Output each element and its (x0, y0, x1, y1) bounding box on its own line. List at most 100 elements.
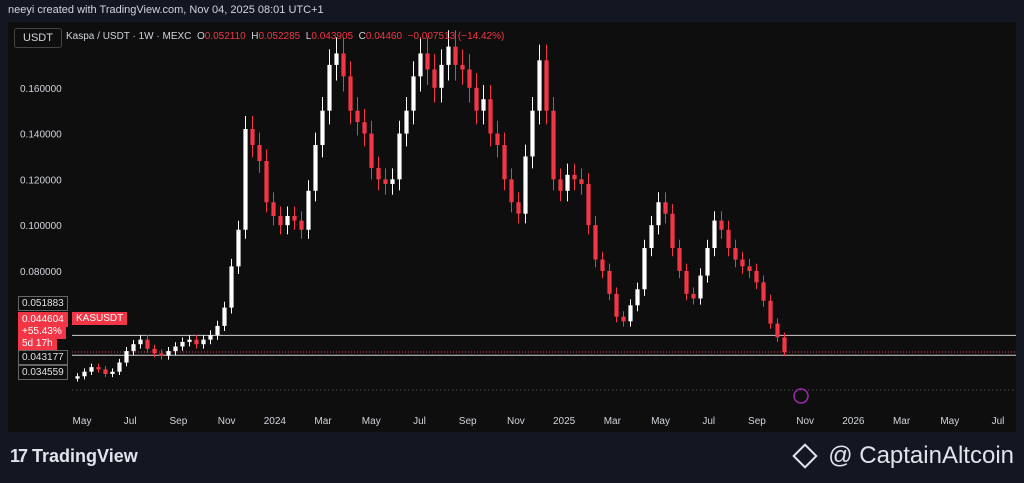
x-tick-label: Mar (893, 416, 911, 427)
candle-body (397, 133, 402, 180)
candle-body (572, 174, 577, 180)
candle-body (551, 110, 556, 180)
legend-l-label: L (305, 31, 312, 42)
x-tick-label: Jul (992, 416, 1005, 427)
candle-body (271, 202, 276, 216)
price-chart[interactable]: 0.0600000.0800000.1000000.1200000.140000… (8, 22, 1016, 432)
candle-body (761, 282, 766, 301)
candle-body (670, 213, 675, 249)
candle-body (607, 270, 612, 294)
candle-body (131, 344, 136, 352)
candle-body (642, 248, 647, 290)
candle-body (313, 145, 318, 191)
candle-body (390, 179, 395, 184)
candle-body (593, 225, 598, 260)
candle-body (488, 99, 493, 134)
candle-body (733, 248, 738, 260)
x-tick-label: Jul (702, 416, 715, 427)
x-tick-label: Jul (413, 416, 426, 427)
candle-body (747, 266, 752, 271)
candle-body (110, 371, 115, 374)
candle-body (376, 167, 381, 180)
candle-body (754, 270, 759, 283)
y-tick-label: 0.160000 (20, 84, 62, 95)
candle-body (362, 122, 367, 134)
candle-body (509, 179, 514, 203)
x-tick-label: Nov (796, 416, 814, 427)
y-tick-label: 0.080000 (20, 267, 62, 278)
candle-body (180, 341, 185, 347)
candle-body (439, 64, 444, 88)
candle-body (768, 300, 773, 324)
legend-title: Kaspa / USDT · 1W · MEXC (66, 31, 192, 42)
tv-logo-icon: 17 (10, 446, 28, 466)
chart-area[interactable]: 0.0600000.0800000.1000000.1200000.140000… (8, 22, 1016, 432)
candle-body (173, 346, 178, 352)
candle-body (166, 351, 171, 356)
candle-body (222, 307, 227, 326)
candle-body (285, 216, 290, 226)
binance-diamond-icon (792, 443, 818, 469)
credit-header: neeyi created with TradingView.com, Nov … (8, 4, 324, 16)
candle-body (369, 133, 374, 168)
symbol-selector[interactable]: USDT (14, 28, 62, 48)
candle-body (201, 339, 206, 345)
y-tick-label: 0.140000 (20, 130, 62, 141)
price-tag-lower: 0.043177 (18, 350, 68, 365)
candle-body (495, 133, 500, 146)
price-tag-countdown: 5d 17h (18, 336, 57, 351)
candle-body (124, 351, 129, 363)
candle-body (194, 339, 199, 345)
candle-body (411, 76, 416, 111)
candle-body (656, 202, 661, 226)
candle-body (327, 64, 332, 111)
legend-o-label: O (196, 31, 205, 42)
price-tag-upper: 0.051883 (18, 296, 68, 311)
legend-c-value: 0.04460 (365, 31, 403, 42)
candle-body (691, 293, 696, 299)
candle-body (96, 367, 101, 370)
candle-body (446, 46, 451, 65)
legend-c-label: C (358, 31, 366, 42)
candle-body (453, 46, 458, 65)
candle-body (740, 259, 745, 267)
candle-body (432, 69, 437, 88)
candle-body (565, 174, 570, 191)
candle-body (537, 60, 542, 111)
candle-body (474, 87, 479, 111)
candle-body (320, 110, 325, 146)
x-tick-label: Nov (218, 416, 236, 427)
candle-body (775, 323, 780, 338)
candle-body (215, 325, 220, 336)
candle-body (502, 145, 507, 180)
watermark-text: @ CaptainAltcoin (828, 442, 1014, 469)
candle-body (425, 53, 430, 70)
x-tick-label: 2025 (553, 416, 576, 427)
candle-body (243, 129, 248, 230)
candle-body (460, 64, 465, 70)
candle-body (782, 337, 787, 352)
x-tick-label: May (362, 416, 381, 427)
candle-body (229, 266, 234, 308)
candle-body (649, 225, 654, 249)
candle-body (467, 69, 472, 88)
candle-body (684, 270, 689, 294)
candle-body (586, 183, 591, 226)
candle-body (404, 110, 409, 134)
x-tick-label: May (651, 416, 670, 427)
candle-body (719, 220, 724, 230)
candle-body (299, 220, 304, 230)
candle-body (698, 275, 703, 299)
tradingview-logo[interactable]: 17 TradingView (10, 446, 138, 467)
candle-body (117, 362, 122, 372)
legend-l-value: 0.043905 (311, 31, 354, 42)
candle-body (292, 216, 297, 221)
ohlc-legend: Kaspa / USDT · 1W · MEXC O0.052110 H0.05… (66, 31, 504, 42)
candle-body (348, 76, 353, 111)
candle-body (621, 316, 626, 322)
candle-body (558, 179, 563, 191)
candle-body (334, 53, 339, 65)
candle-body (355, 110, 360, 123)
x-tick-label: Mar (314, 416, 332, 427)
candle-body (418, 53, 423, 77)
